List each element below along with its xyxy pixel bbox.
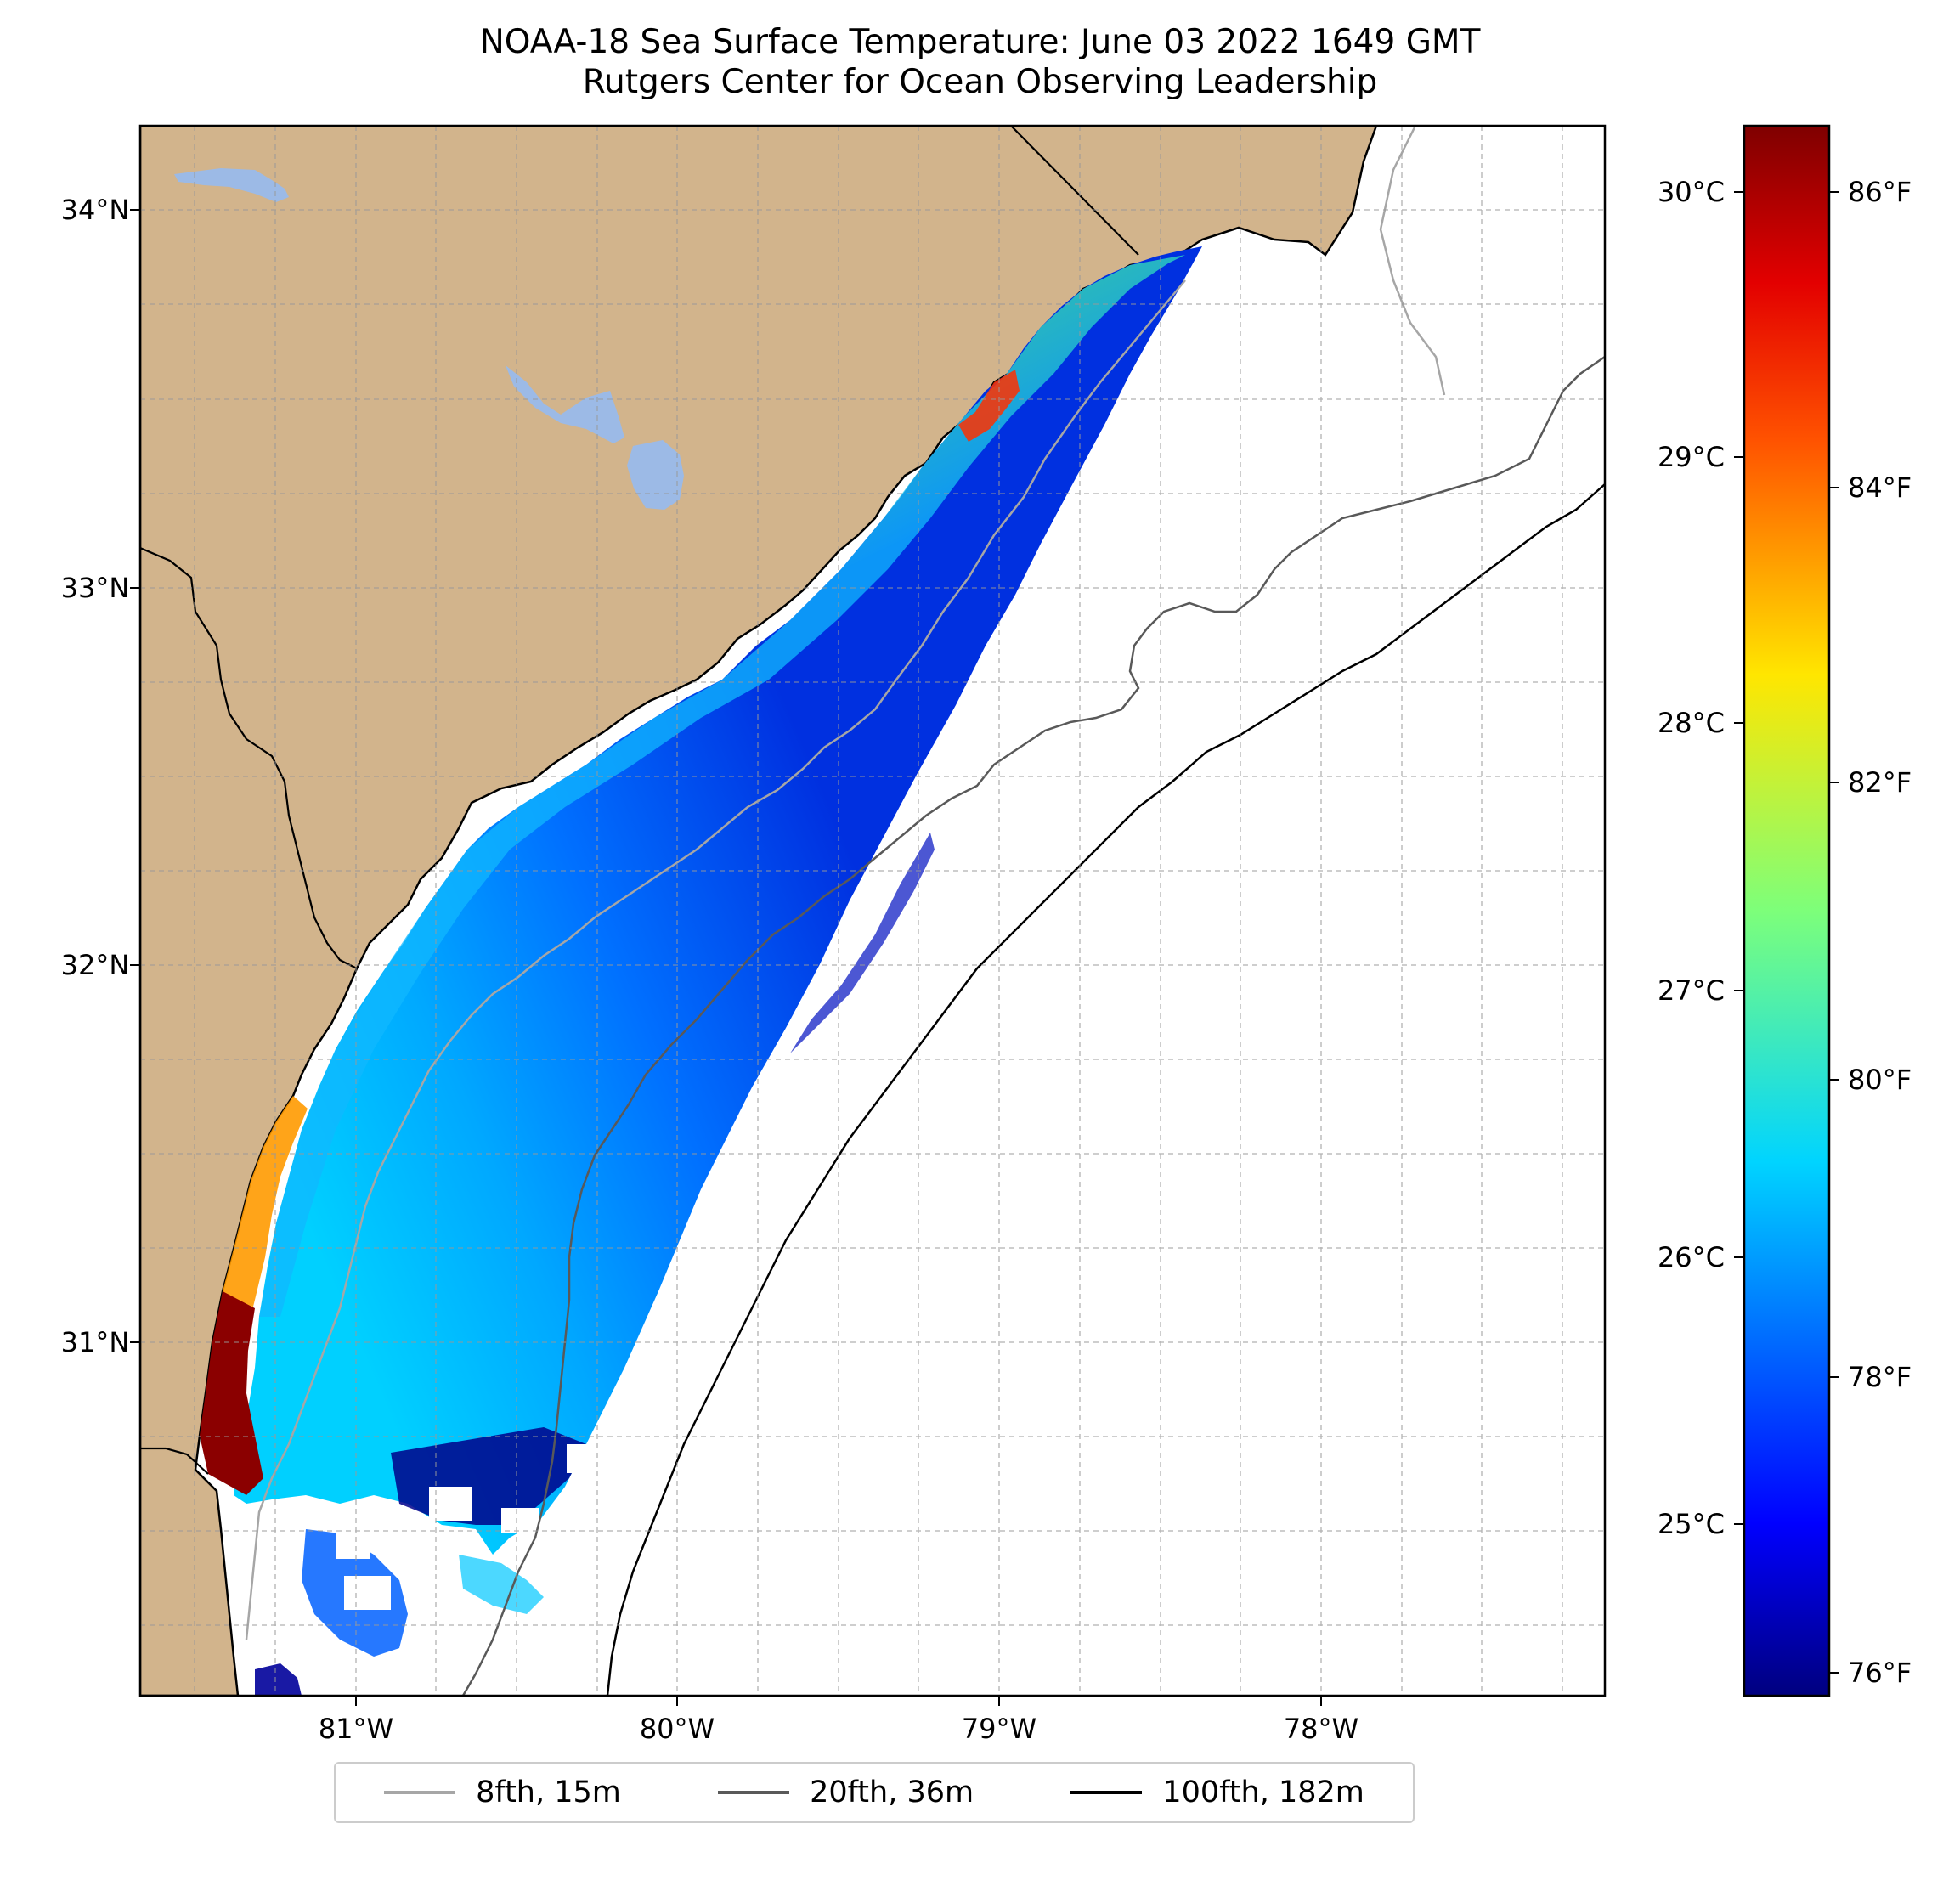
- legend-entry-15m: 8fth, 15m: [384, 1776, 621, 1809]
- colorbar-label-78f: 78°F: [1848, 1361, 1912, 1393]
- colorbar-label-86f: 86°F: [1848, 176, 1912, 208]
- legend-line-15m: [384, 1791, 456, 1794]
- map-gridlines: [140, 126, 1605, 1696]
- colorbar-label-29c: 29°C: [1658, 441, 1725, 473]
- colorbar-label-84f: 84°F: [1848, 471, 1912, 504]
- colorbar-ticks: [1734, 191, 1839, 1674]
- map-frame: [138, 124, 1607, 1697]
- legend-line-182m: [1070, 1791, 1143, 1794]
- colorbar-label-26c: 26°C: [1658, 1241, 1725, 1273]
- isobath-182m: [606, 483, 1605, 1696]
- colorbar-label-28c: 28°C: [1658, 707, 1725, 739]
- colorbar-label-76f: 76°F: [1848, 1657, 1912, 1689]
- legend-label-36m: 20fth, 36m: [810, 1776, 974, 1809]
- river-boundary-savannah: [140, 546, 358, 969]
- map-axis-ticks: [130, 209, 1322, 1706]
- title-line-1: NOAA-18 Sea Surface Temperature: June 03…: [479, 23, 1481, 61]
- colorbar-label-27c: 27°C: [1658, 974, 1725, 1007]
- legend-entry-182m: 100fth, 182m: [1070, 1776, 1364, 1809]
- chart-title: NOAA-18 Sea Surface Temperature: June 03…: [0, 22, 1960, 102]
- colorbar-label-30c: 30°C: [1658, 176, 1725, 208]
- map-plot-area: [140, 126, 1605, 1696]
- legend-label-15m: 8fth, 15m: [476, 1776, 621, 1809]
- colorbar-label-82f: 82°F: [1848, 766, 1912, 799]
- colorbar-label-25c: 25°C: [1658, 1508, 1725, 1540]
- legend-label-182m: 100fth, 182m: [1162, 1776, 1364, 1809]
- legend-entry-36m: 20fth, 36m: [718, 1776, 974, 1809]
- state-boundary-nc-sc: [1010, 126, 1139, 256]
- lon-label-80w: 80°W: [640, 1713, 715, 1745]
- state-boundary-ga-fl: [140, 1447, 209, 1475]
- colorbar-label-80f: 80°F: [1848, 1064, 1912, 1096]
- lon-label-79w: 79°W: [962, 1713, 1036, 1745]
- lon-label-78w: 78°W: [1284, 1713, 1358, 1745]
- lat-label-33n: 33°N: [61, 572, 130, 604]
- colorbar: [1743, 124, 1831, 1697]
- lat-label-32n: 32°N: [61, 949, 130, 981]
- legend-line-36m: [718, 1791, 790, 1794]
- lat-label-34n: 34°N: [61, 194, 130, 226]
- lat-label-31n: 31°N: [61, 1326, 130, 1358]
- inland-water-bodies: [174, 168, 684, 510]
- title-line-2: Rutgers Center for Ocean Observing Leade…: [582, 63, 1378, 101]
- lon-label-81w: 81°W: [319, 1713, 393, 1745]
- isobath-legend: 8fth, 15m 20fth, 36m 100fth, 182m: [334, 1762, 1415, 1823]
